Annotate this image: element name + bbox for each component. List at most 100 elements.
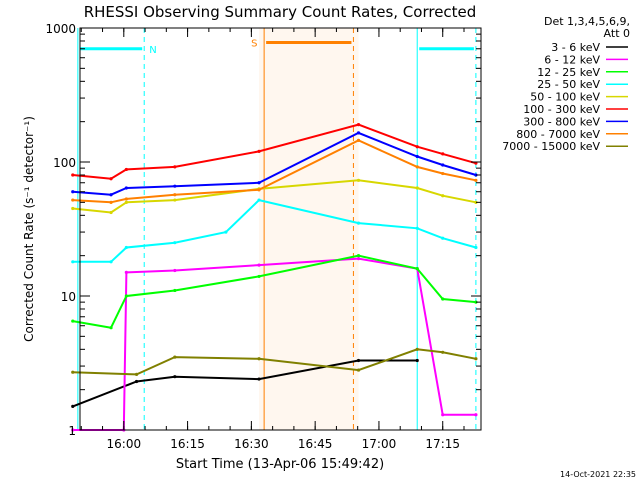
series-3-point-8 — [441, 236, 445, 240]
series-line-3 — [72, 199, 477, 263]
series-0-point-2 — [173, 375, 177, 379]
series-8-point-2 — [173, 355, 177, 359]
series-2-point-6 — [415, 267, 419, 271]
series-1-point-2 — [124, 270, 128, 275]
legend-label-7: 800 - 7000 keV — [516, 128, 600, 141]
series-8-point-1 — [134, 372, 139, 376]
series-3-point-4 — [224, 230, 228, 234]
x-tick-label-4: 17:00 — [362, 437, 397, 451]
series-4-point-1 — [109, 210, 113, 215]
series-1-point-3 — [173, 268, 177, 273]
series-8-point-5 — [415, 347, 419, 351]
series-4-point-8 — [474, 200, 478, 204]
series-8-point-3 — [257, 357, 261, 361]
series-line-8 — [72, 348, 477, 376]
series-0-point-1 — [134, 379, 139, 384]
annotation-label-0: N — [149, 45, 156, 56]
series-line-0 — [72, 359, 418, 408]
series-3-point-2 — [124, 245, 128, 250]
series-0-point-5 — [415, 358, 419, 363]
x-tick-label-0: 16:00 — [107, 437, 142, 451]
instrument-state-lines: NS — [77, 28, 477, 430]
series-3-point-7 — [415, 226, 419, 230]
series-5-point-6 — [415, 145, 419, 149]
series-4-point-2 — [124, 200, 128, 204]
series-6-point-5 — [356, 131, 361, 135]
series-2-point-3 — [173, 288, 177, 293]
series-5-point-3 — [173, 165, 177, 169]
series-7-point-1 — [109, 200, 113, 204]
series-2-point-0 — [71, 319, 75, 323]
series-4-point-6 — [415, 186, 419, 190]
series-7-point-6 — [415, 165, 419, 169]
legend-label-0: 3 - 6 keV — [551, 41, 600, 54]
series-1-point-7 — [441, 413, 445, 417]
series-3-point-1 — [109, 260, 113, 264]
timestamp: 14-Oct-2021 22:35 — [560, 470, 636, 479]
chart-title: RHESSI Observing Summary Count Rates, Co… — [84, 3, 477, 21]
legend-label-4: 50 - 100 keV — [530, 91, 600, 104]
series-2-point-1 — [109, 326, 113, 330]
y-tick-label-3: 1000 — [45, 22, 76, 36]
series-1-point-0 — [71, 428, 75, 432]
series-4-point-7 — [441, 194, 445, 198]
y-axis-label: Corrected Count Rate (s⁻¹ detector⁻¹) — [22, 116, 36, 342]
series-5-point-4 — [257, 149, 261, 153]
x-tick-label-3: 16:45 — [298, 437, 333, 451]
series-1-point-4 — [257, 263, 261, 267]
series-0-point-0 — [71, 404, 75, 409]
series-8-point-0 — [71, 370, 75, 374]
legend-label-2: 12 - 25 keV — [537, 66, 600, 79]
series-5-point-7 — [441, 152, 445, 156]
legend-label-5: 100 - 300 keV — [523, 103, 600, 116]
series-5-point-2 — [124, 167, 128, 172]
series-6-point-8 — [474, 173, 478, 177]
series-1-point-8 — [474, 413, 478, 417]
legend-label-1: 6 - 12 keV — [544, 53, 600, 66]
series-3-point-6 — [356, 221, 361, 225]
series-2-point-7 — [441, 297, 445, 301]
series-6-point-7 — [441, 163, 445, 167]
legend-label-6: 300 - 800 keV — [523, 115, 600, 128]
series-3-point-9 — [474, 245, 478, 250]
series-8-point-7 — [474, 357, 478, 361]
legend-header-0: Det 1,3,4,5,6,9, — [544, 15, 630, 28]
axes: 1 10 100 1000 16:00 16:15 16:30 16:45 17:00 17:15… — [22, 22, 482, 451]
series-5-point-0 — [71, 173, 75, 177]
series-7-point-2 — [124, 197, 128, 201]
series-7-point-3 — [173, 193, 177, 197]
series-4-point-3 — [173, 198, 177, 202]
series-2-point-5 — [356, 254, 361, 258]
series-7-point-0 — [71, 198, 75, 202]
series-2-point-2 — [124, 294, 128, 298]
series-6-point-3 — [173, 184, 177, 188]
series-3-point-5 — [257, 198, 261, 202]
series-6-point-2 — [124, 186, 128, 190]
legend-label-3: 25 - 50 keV — [537, 78, 600, 91]
x-axis-label: Start Time (13-Apr-06 15:49:42) — [176, 457, 384, 472]
series-7-point-8 — [474, 178, 478, 182]
series-4-point-5 — [356, 178, 361, 182]
series-6-point-4 — [257, 181, 261, 185]
annotation-label-1: S — [251, 38, 257, 49]
x-tick-label-1: 16:15 — [170, 437, 205, 451]
series-4-point-0 — [71, 206, 75, 211]
series-5-point-5 — [356, 123, 361, 127]
y-tick-label-0: 1 — [68, 424, 76, 438]
series-2-point-8 — [474, 300, 478, 304]
series-3-point-0 — [71, 260, 75, 264]
series-5-point-1 — [109, 177, 113, 181]
y-tick-label-1: 10 — [61, 290, 76, 304]
x-tick-label-5: 17:15 — [425, 437, 460, 451]
series-7-point-4 — [257, 188, 261, 192]
series-7-point-5 — [356, 138, 361, 142]
series-8-point-6 — [441, 350, 445, 354]
series-7-point-7 — [441, 171, 445, 176]
series-3-point-3 — [173, 241, 177, 245]
y-tick-label-2: 100 — [53, 156, 76, 170]
series-8-point-4 — [356, 368, 361, 372]
legend-header-1: Att 0 — [604, 27, 630, 40]
legend-label-8: 7000 - 15000 keV — [502, 140, 600, 153]
